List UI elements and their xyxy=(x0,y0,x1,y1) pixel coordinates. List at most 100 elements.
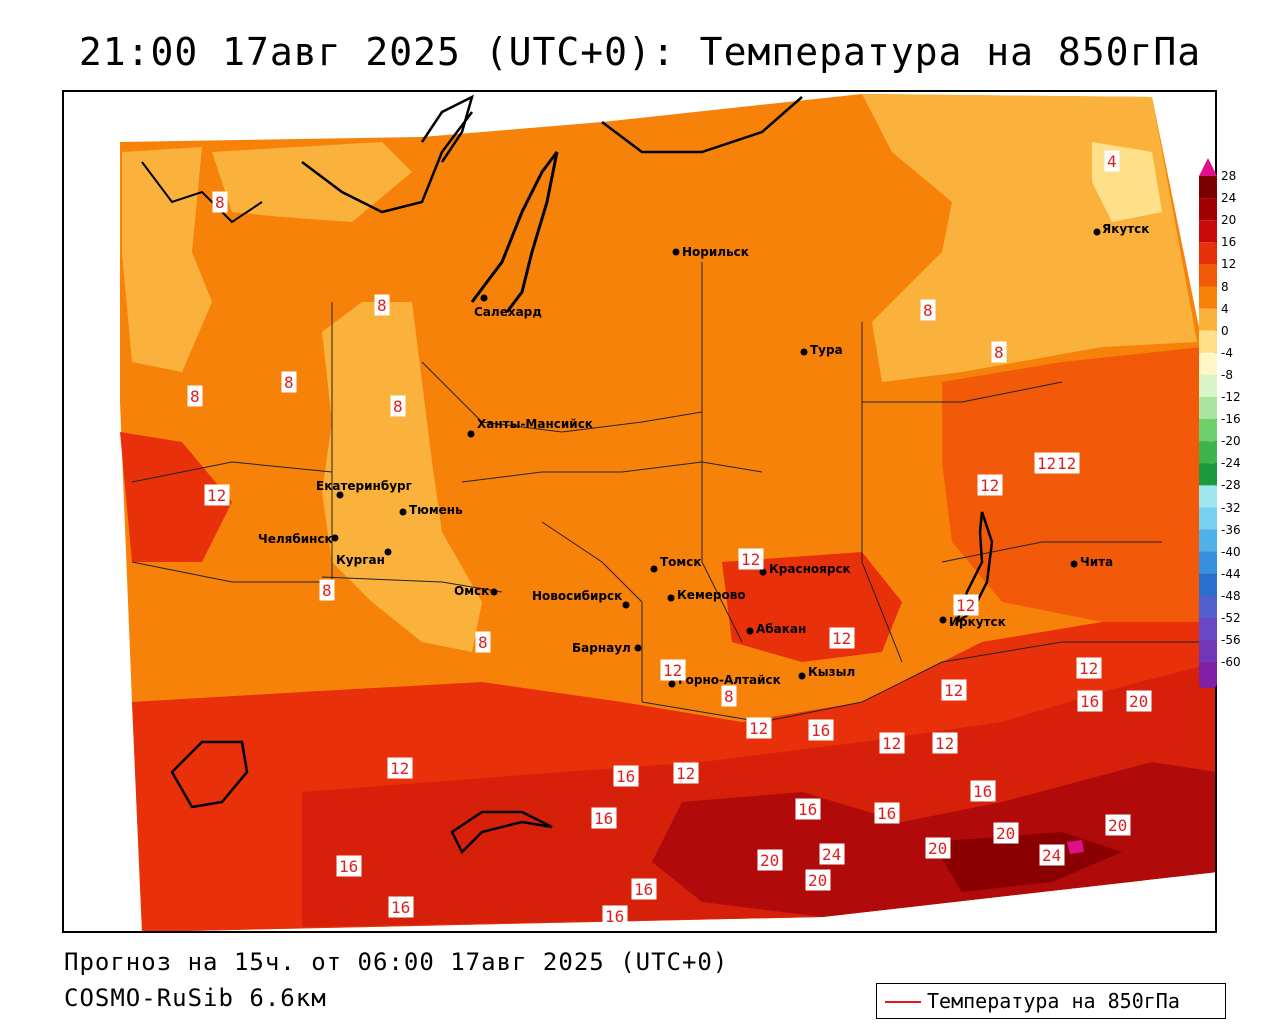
contour-label: 16 xyxy=(811,721,830,740)
coastline-novaya-zemlya xyxy=(420,94,474,163)
contour-label: 16 xyxy=(339,857,358,876)
lake-balkhash xyxy=(450,810,553,855)
colorbar-tick-label: -36 xyxy=(1221,522,1241,537)
contour-label: 8 xyxy=(377,296,387,315)
city-label-chita: Чита xyxy=(1080,555,1113,569)
colorbar-tick-label: 24 xyxy=(1221,191,1237,206)
lake-baikal xyxy=(954,511,994,626)
city-label-yekaterinburg: Екатеринбург xyxy=(316,479,412,493)
city-label-salekhard: Салехард xyxy=(474,305,542,319)
colorbar-tick-label: -56 xyxy=(1221,633,1241,648)
contour-label: 20 xyxy=(996,824,1015,843)
colorbar-tick-label: -44 xyxy=(1221,566,1241,581)
coastline-kara xyxy=(301,111,473,214)
contour-label: 12 xyxy=(1037,454,1056,473)
contour-label: 16 xyxy=(605,907,624,926)
legend-line-swatch xyxy=(885,1001,921,1003)
contour-label: 4 xyxy=(1107,152,1117,171)
colorbar-tick-label: 16 xyxy=(1221,235,1237,250)
contour-label: 8 xyxy=(190,387,200,406)
colorbar-swatch xyxy=(1199,529,1217,552)
colorbar-swatch xyxy=(1199,330,1217,353)
city-label-tyumen: Тюмень xyxy=(409,503,463,517)
contour-label: 8 xyxy=(478,633,488,652)
contour-label: 12 xyxy=(944,681,963,700)
contour-label: 8 xyxy=(994,343,1004,362)
contour-label: 20 xyxy=(1108,816,1127,835)
field-12-16-center xyxy=(722,552,902,662)
contour-label: 12 xyxy=(390,759,409,778)
contour-label: 16 xyxy=(391,898,410,917)
colorbar-swatch xyxy=(1199,374,1217,397)
city-label-krasnoyarsk: Красноярск xyxy=(769,562,851,576)
colorbar-tick-label: -60 xyxy=(1221,655,1241,670)
contour-label: 12 xyxy=(207,486,226,505)
contour-label: 24 xyxy=(1042,846,1061,865)
contour-label: 8 xyxy=(322,581,332,600)
contour-label: 12 xyxy=(741,550,760,569)
contour-label: 24 xyxy=(822,845,841,864)
contour-label: 12 xyxy=(882,734,901,753)
colorbar-swatch xyxy=(1199,242,1217,265)
colorbar-top-arrow xyxy=(1199,158,1217,176)
contour-label: 16 xyxy=(973,782,992,801)
map-title: 21:00 17авг 2025 (UTC+0): Температура на… xyxy=(78,30,1202,74)
colorbar-tick-label: -16 xyxy=(1221,412,1241,427)
colorbar-swatch xyxy=(1199,463,1217,486)
contour-label: 12 xyxy=(749,719,768,738)
field-12-16-east xyxy=(942,347,1215,622)
contour-label: 8 xyxy=(284,373,294,392)
contour-label: 12 xyxy=(663,661,682,680)
city-label-tura: Тура xyxy=(810,343,843,357)
colorbar-swatch xyxy=(1199,507,1217,530)
contour-label: 12 xyxy=(980,476,999,495)
colorbar-swatch xyxy=(1199,286,1217,309)
contour-label: 20 xyxy=(760,851,779,870)
colorbar-tick-label: 4 xyxy=(1221,301,1229,316)
colorbar-swatch xyxy=(1199,595,1217,618)
city-label-yakutsk: Якутск xyxy=(1102,222,1149,236)
field-4-8-west xyxy=(122,147,212,372)
map-panel: Якутск Норильск Салехард Тура Ханты-Манс… xyxy=(62,90,1217,933)
colorbar-swatch xyxy=(1199,198,1217,221)
city-label-norilsk: Норильск xyxy=(682,245,749,259)
coastline-taymyr xyxy=(601,96,803,154)
city-label-gorno-altaysk: Горно-Алтайск xyxy=(678,673,781,687)
contour-label: 12 xyxy=(935,734,954,753)
contour-label: 16 xyxy=(798,800,817,819)
colorbar-swatch xyxy=(1199,573,1217,596)
city-markers xyxy=(331,228,1101,688)
contour-label: 8 xyxy=(923,301,933,320)
contour-label: 8 xyxy=(393,397,403,416)
colorbar-swatch xyxy=(1199,662,1217,685)
colorbar-tick-label: -24 xyxy=(1221,456,1241,471)
city-label-kemerovo: Кемерово xyxy=(677,588,746,602)
colorbar-tick-label: -12 xyxy=(1221,390,1241,404)
coastline-white-sea xyxy=(141,161,263,224)
colorbar-tick-label: -40 xyxy=(1221,544,1241,559)
coastline-yamal xyxy=(470,151,559,313)
colorbar-swatch xyxy=(1199,264,1217,287)
colorbar-tick-label: -20 xyxy=(1221,434,1241,449)
colorbar-swatch xyxy=(1199,308,1217,331)
colorbar-tick-label: -4 xyxy=(1221,345,1233,360)
city-label-tomsk: Томск xyxy=(660,555,702,569)
contour-label: 12 xyxy=(956,596,975,615)
city-label-chelyabinsk: Челябинск xyxy=(258,532,333,546)
model-info: COSMO-RuSib 6.6км xyxy=(64,984,327,1012)
legend-label: Температура на 850гПа xyxy=(927,989,1180,1013)
colorbar-swatch xyxy=(1199,176,1217,199)
contour-label: 16 xyxy=(634,880,653,899)
contour-label: 8 xyxy=(215,193,225,212)
city-label-barnaul: Барнаул xyxy=(572,641,631,655)
city-label-kyzyl: Кызыл xyxy=(808,665,855,679)
colorbar-swatch xyxy=(1199,441,1217,464)
contour-label: 16 xyxy=(877,804,896,823)
colorbar-tick-label: 0 xyxy=(1221,323,1229,338)
colorbar-swatch xyxy=(1199,397,1217,420)
colorbar-swatch xyxy=(1199,618,1217,641)
colorbar-tick-label: -48 xyxy=(1221,588,1241,603)
colorbar-tick-label: -28 xyxy=(1221,478,1241,493)
colorbar-tick-label: 28 xyxy=(1221,169,1237,183)
field-12-16-west xyxy=(120,432,232,562)
